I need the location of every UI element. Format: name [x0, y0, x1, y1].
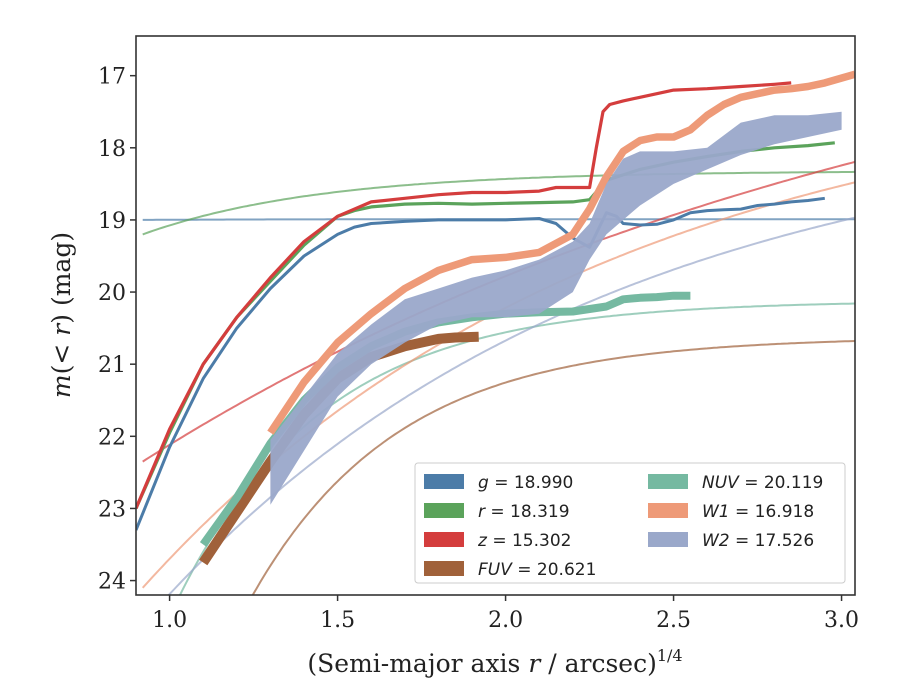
data-curve-z [136, 81, 792, 510]
legend-swatch-z [424, 532, 464, 547]
x-axis-label-variable: r [528, 649, 542, 678]
legend-band-value: = 15.302 [487, 531, 572, 551]
legend-box [414, 462, 846, 584]
x-axis-label-part-2: / arcsec) [540, 649, 657, 678]
plot-frame [135, 35, 856, 596]
y-tick-label: 19 [98, 209, 126, 234]
y-tick-label: 22 [98, 425, 126, 450]
legend-label-w2: W2 = 17.526 [702, 531, 814, 551]
legend-band-name: FUV [478, 560, 513, 580]
y-tick-label: 20 [98, 281, 126, 306]
x-tick-label: 1.0 [152, 608, 187, 633]
legend-swatch-w1 [648, 503, 688, 518]
legend-band-name: W2 [702, 531, 730, 551]
y-axis-ticks: 17 18 19 20 21 22 23 24 [98, 65, 136, 595]
fit-curve-w2 [167, 216, 855, 595]
x-axis-label: (Semi-major axis r / arcsec)1/4 [307, 646, 682, 678]
y-tick-label: 24 [98, 570, 126, 595]
legend-swatch-g [424, 474, 464, 489]
legend-band-name: z [477, 531, 488, 551]
legend-swatch-nuv [648, 474, 688, 489]
x-axis-label-part-1: (Semi-major axis [307, 649, 528, 678]
legend-label-g: g = 18.990 [478, 473, 573, 493]
legend-label-w1: W1 = 16.918 [702, 502, 814, 522]
x-axis-ticks: 1.0 1.5 2.0 2.5 3.0 [152, 595, 859, 633]
data-curve-w1 [267, 70, 855, 435]
legend-band-name: g [478, 473, 489, 493]
x-axis-label-exponent: 1/4 [657, 646, 683, 665]
legend-band-value: = 20.119 [739, 473, 824, 493]
legend-band-value: = 20.621 [512, 560, 597, 580]
x-tick-label: 2.5 [656, 608, 691, 633]
legend-band-value: = 17.526 [730, 531, 815, 551]
legend-label-fuv: FUV = 20.621 [478, 560, 596, 580]
fit-curve-fuv [251, 340, 855, 595]
y-tick-label: 18 [98, 137, 126, 162]
y-tick-label: 21 [98, 353, 126, 378]
legend-band-name: r [478, 502, 486, 522]
legend-label-r: r = 18.319 [478, 502, 570, 522]
y-axis-label-symbol: m [47, 374, 76, 398]
legend-swatch-fuv [424, 561, 464, 576]
data-curves [136, 70, 855, 566]
fit-curve-r [142, 170, 855, 236]
y-tick-label: 17 [98, 65, 126, 90]
legend-band-name: W1 [702, 502, 730, 522]
legend-band-name: NUV [702, 473, 740, 493]
legend-band-value: = 16.918 [730, 502, 815, 522]
legend-label-nuv: NUV = 20.119 [702, 473, 823, 493]
legend-band-value: = 18.990 [489, 473, 574, 493]
legend-swatch-r [424, 503, 464, 518]
x-tick-label: 2.0 [488, 608, 523, 633]
y-tick-label: 23 [98, 497, 126, 522]
legend-swatch-w2 [648, 532, 688, 547]
y-axis-label-part-2: (< [47, 336, 76, 375]
x-tick-label: 3.0 [824, 608, 859, 633]
y-axis-label-part-4: ) (mag) [47, 232, 76, 324]
y-axis-label: m(< r) (mag) [47, 232, 76, 398]
legend-band-value: = 18.319 [485, 502, 570, 522]
x-tick-label: 1.5 [320, 608, 355, 633]
legend-label-z: z = 15.302 [477, 531, 571, 551]
y-axis-label-variable: r [47, 322, 76, 336]
